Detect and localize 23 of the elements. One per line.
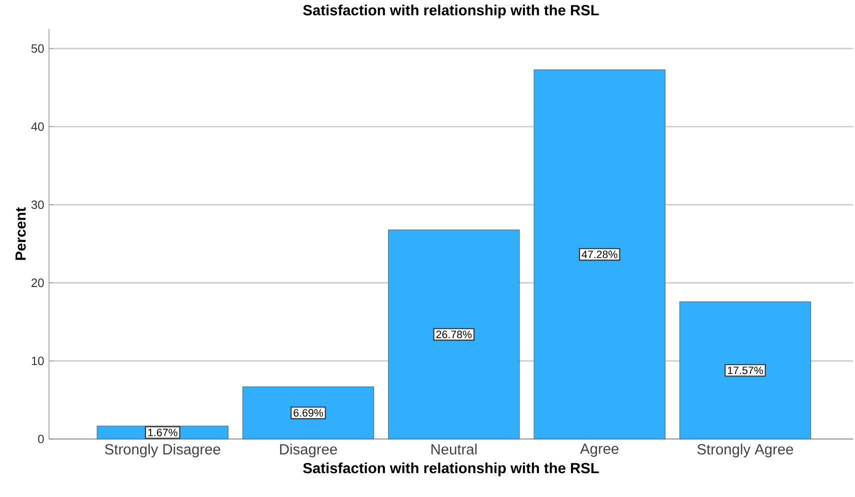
y-tick-label: 10 bbox=[32, 356, 44, 366]
x-tick-label: Neutral bbox=[431, 444, 477, 454]
y-tick-label: 0 bbox=[38, 434, 44, 444]
x-tick-label: Strongly Agree bbox=[697, 444, 794, 458]
y-tick-label: 40 bbox=[31, 122, 44, 131]
bar bbox=[242, 386, 374, 440]
data-label: 26.78% bbox=[436, 330, 472, 338]
data-label: 47.28% bbox=[582, 250, 618, 258]
y-axis-title: Percent bbox=[16, 207, 26, 260]
bar bbox=[679, 302, 812, 440]
x-tick-label: Strongly Disagree bbox=[104, 444, 220, 458]
y-tick-label: 50 bbox=[31, 44, 44, 53]
bar bbox=[388, 230, 520, 440]
x-axis-title: Satisfaction with relationship with the RSL bbox=[303, 462, 599, 476]
chart-title: Satisfaction with relationship with the RSL bbox=[303, 4, 599, 18]
y-tick-label: 30 bbox=[31, 200, 44, 209]
x-tick-label: Agree bbox=[580, 444, 618, 457]
data-label: 17.57% bbox=[728, 366, 763, 374]
bar bbox=[534, 69, 666, 440]
data-label: 1.67% bbox=[148, 428, 178, 436]
x-tick-label: Disagree bbox=[280, 444, 337, 458]
data-label: 6.69% bbox=[294, 409, 323, 417]
y-tick-label: 20 bbox=[32, 278, 44, 288]
